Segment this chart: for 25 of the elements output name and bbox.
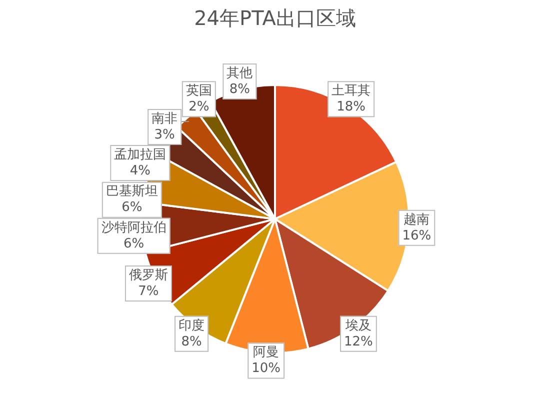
data-label: 4% — [130, 163, 150, 178]
slice-label: 印度 — [178, 317, 205, 334]
slice-label: 英国 — [186, 83, 212, 98]
data-label: 6% — [123, 236, 144, 252]
data-label: 8% — [181, 334, 202, 350]
slice-label: 俄罗斯 — [128, 268, 168, 283]
data-label: 12% — [344, 334, 373, 350]
slice-label: 巴基斯坦 — [106, 184, 158, 200]
slice-label: 越南 — [404, 212, 430, 228]
slice-label: 土耳其 — [332, 83, 371, 98]
data-label: 18% — [336, 99, 366, 114]
slice-label: 孟加拉国 — [114, 147, 166, 162]
slice-label: 其他 — [226, 66, 253, 81]
data-label: 8% — [229, 82, 250, 97]
chart-title: 24年PTA出口区域 — [194, 6, 356, 30]
data-label: 2% — [188, 99, 210, 114]
slice-label: 沙特阿拉伯 — [101, 220, 166, 236]
slice-label: 埃及 — [344, 318, 372, 334]
data-label: 10% — [252, 361, 281, 376]
slice-label: 阿曼 — [253, 345, 280, 360]
data-label: 16% — [402, 228, 432, 244]
slice-label: 南非 — [152, 111, 178, 126]
data-label: 6% — [122, 200, 142, 216]
data-label: 7% — [138, 284, 159, 299]
data-label: 3% — [154, 127, 175, 142]
